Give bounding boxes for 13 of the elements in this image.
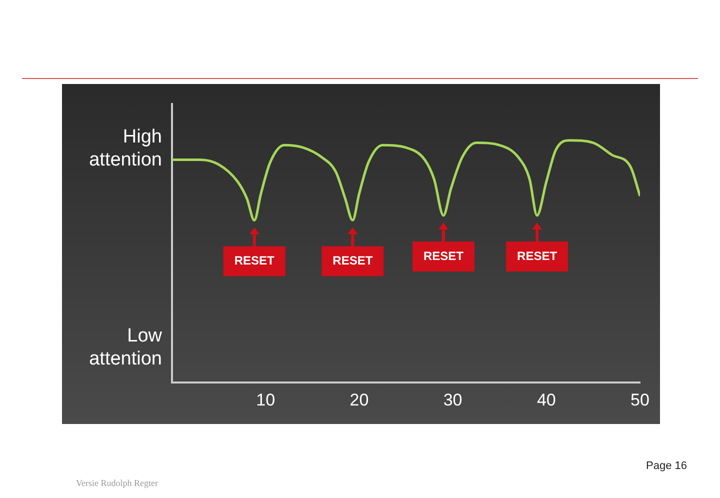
annotation: RESET [234, 254, 276, 268]
x-tick-label: 20 [350, 390, 369, 410]
annotation: RESET [332, 254, 374, 268]
text: Page 16 [646, 460, 687, 472]
text: Low attention [89, 325, 162, 370]
x-tick-label: 10 [256, 390, 276, 410]
x-tick-label: 40 [536, 390, 556, 410]
annotation: RESET [423, 248, 464, 263]
text: High attention [89, 126, 162, 171]
x-tick-label: 50 [630, 390, 650, 410]
x-tick-label: 30 [443, 390, 462, 410]
annotation: RESET [517, 248, 558, 263]
text: Versie Rudolph Regter [76, 478, 158, 488]
